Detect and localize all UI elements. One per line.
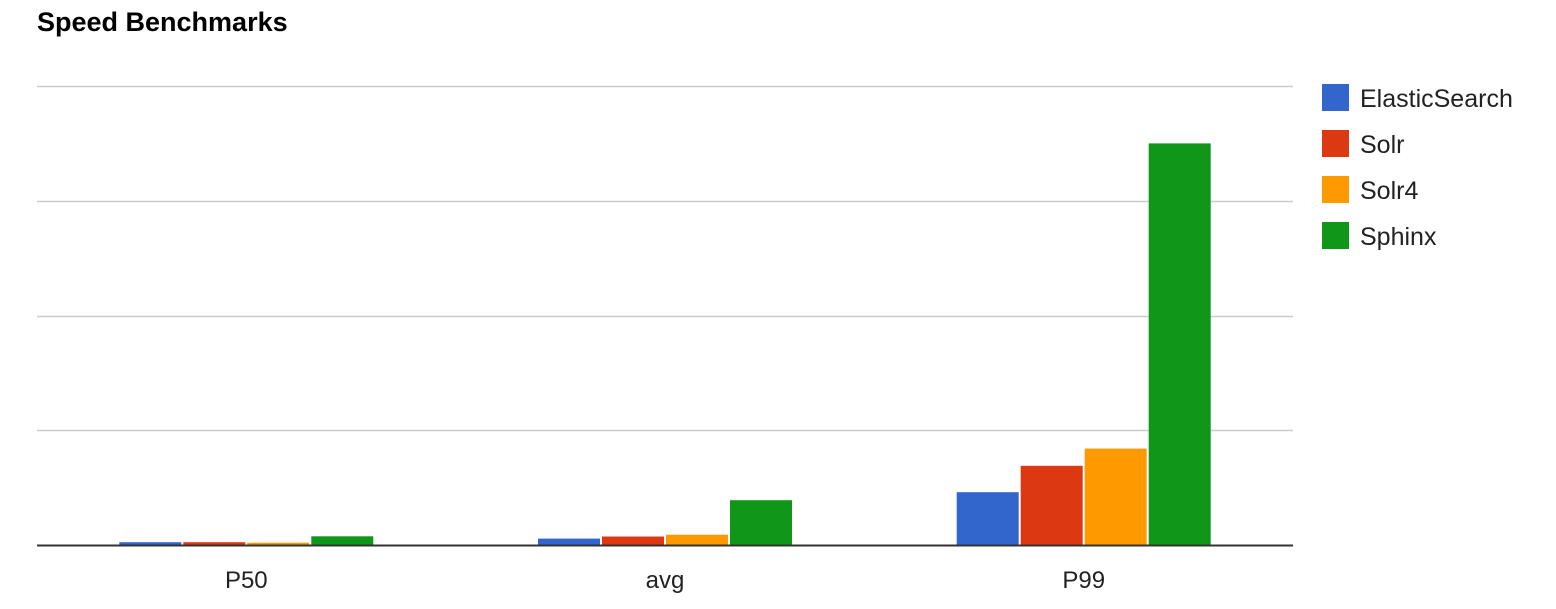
bar-solr-p50[interactable] xyxy=(183,542,246,545)
legend-swatch-solr[interactable] xyxy=(1322,130,1349,157)
chart-title: Speed Benchmarks xyxy=(37,7,288,37)
gridlines xyxy=(37,85,1293,432)
bar-solr4-p50[interactable] xyxy=(247,542,310,545)
bar-sphinx-p99[interactable] xyxy=(1148,143,1211,545)
x-tick-label-p99: P99 xyxy=(1062,567,1105,594)
bar-elasticsearch-p99[interactable] xyxy=(956,492,1019,545)
bar-solr-avg[interactable] xyxy=(602,536,664,546)
legend-swatch-solr4[interactable] xyxy=(1322,176,1349,203)
bar-elasticsearch-avg[interactable] xyxy=(538,538,600,545)
x-tick-labels: P50 avg P99 xyxy=(225,567,1105,594)
bar-solr4-avg[interactable] xyxy=(666,534,728,545)
legend-label-solr4[interactable]: Solr4 xyxy=(1360,177,1418,205)
legend-swatch-elasticsearch[interactable] xyxy=(1322,84,1349,111)
bar-sphinx-avg[interactable] xyxy=(730,500,792,545)
legend-label-sphinx[interactable]: Sphinx xyxy=(1360,223,1437,251)
bar-elasticsearch-p50[interactable] xyxy=(119,542,182,545)
legend: ElasticSearch Solr Solr4 Sphinx xyxy=(1322,84,1513,251)
bar-solr4-p99[interactable] xyxy=(1084,448,1147,545)
bar-sphinx-p50[interactable] xyxy=(311,536,374,545)
legend-swatch-sphinx[interactable] xyxy=(1322,222,1349,249)
x-tick-label-avg: avg xyxy=(646,567,685,594)
bars xyxy=(119,143,1211,546)
legend-label-elasticsearch[interactable]: ElasticSearch xyxy=(1360,85,1513,113)
x-tick-label-p50: P50 xyxy=(225,567,268,594)
legend-label-solr[interactable]: Solr xyxy=(1360,131,1404,159)
bar-solr-p99[interactable] xyxy=(1020,465,1083,545)
